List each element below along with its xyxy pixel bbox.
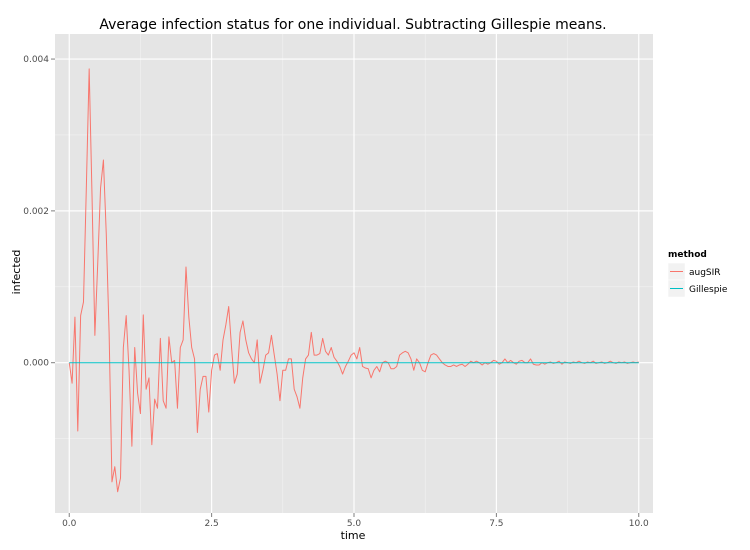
x-tick-labels: 0.0 2.5 5.0 7.5 10.0 bbox=[62, 519, 649, 529]
legend-label: augSIR bbox=[689, 268, 721, 278]
legend-title: method bbox=[668, 250, 707, 260]
x-tick-label: 0.0 bbox=[62, 519, 77, 529]
x-tick-label: 10.0 bbox=[629, 519, 649, 529]
y-tick-label: 0.004 bbox=[23, 55, 49, 65]
chart-title: Average infection status for one individ… bbox=[99, 17, 606, 33]
legend-label: Gillespie bbox=[689, 285, 728, 295]
series-layer bbox=[68, 68, 639, 493]
x-tick-label: 7.5 bbox=[489, 519, 503, 529]
y-tick-labels: 0.000 0.002 0.004 bbox=[23, 55, 49, 369]
x-tick-label: 5.0 bbox=[347, 519, 362, 529]
axis-ticks bbox=[51, 58, 640, 517]
y-tick-label: 0.000 bbox=[23, 359, 49, 369]
x-axis-title: time bbox=[341, 529, 366, 542]
legend-entries: augSIR Gillespie bbox=[667, 262, 728, 298]
series-line-augsir bbox=[68, 68, 639, 493]
y-axis-title: infected bbox=[10, 250, 23, 295]
legend: method augSIR Gillespie bbox=[667, 250, 728, 298]
y-tick-label: 0.002 bbox=[23, 207, 49, 217]
x-tick-label: 2.5 bbox=[204, 519, 218, 529]
